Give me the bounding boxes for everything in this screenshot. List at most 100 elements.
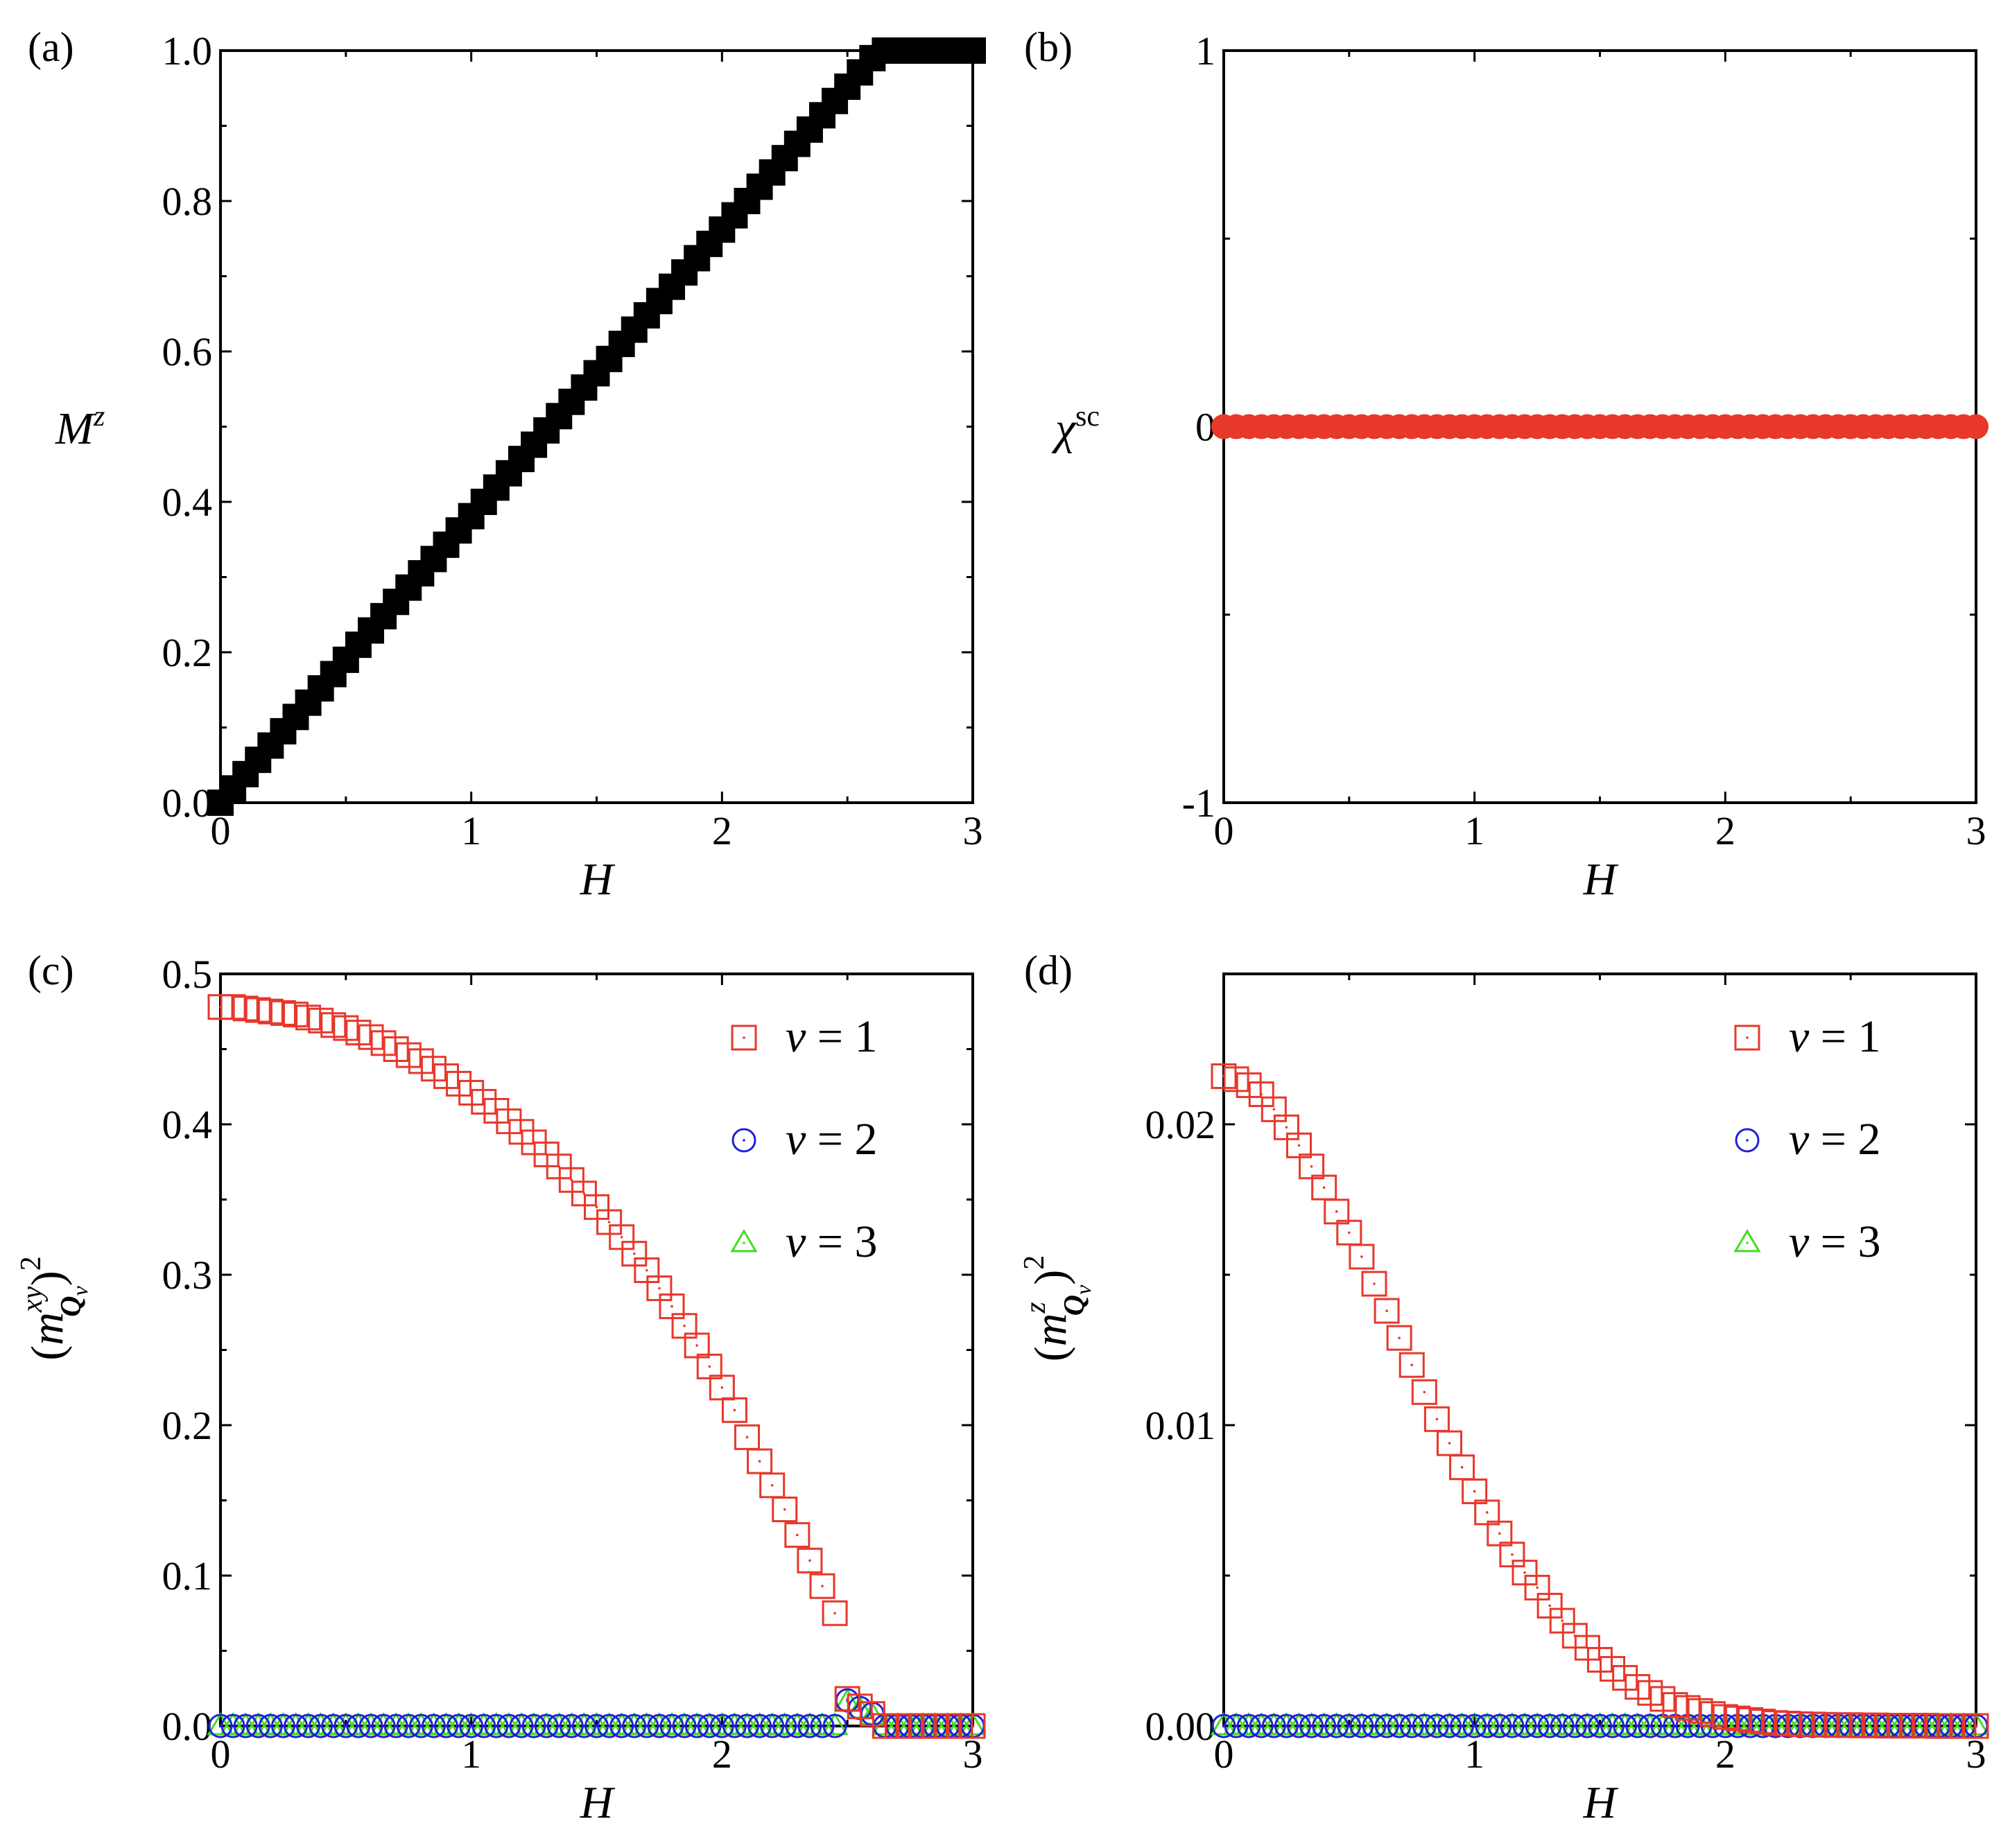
marker-dot [1398, 1336, 1401, 1339]
x-tick-label: 1 [1464, 1732, 1484, 1777]
y-axis-label-main: χ [1051, 403, 1077, 454]
y-axis-label-power: 2 [15, 1256, 47, 1271]
marker-outline [821, 1712, 849, 1736]
y-tick-label: 0.4 [162, 480, 213, 525]
marker-outline [321, 1714, 346, 1738]
y-tick-label: 0.01 [1145, 1403, 1216, 1448]
x-axis-label: H [580, 854, 616, 905]
marker-dot [582, 1192, 586, 1195]
y-tick-label: 1.0 [162, 28, 213, 73]
marker-dot [971, 1725, 974, 1727]
marker-dot [796, 1533, 799, 1537]
marker-dot [557, 1165, 561, 1168]
marker-dot [1460, 1465, 1464, 1469]
marker-dot [1348, 1231, 1351, 1235]
marker-outline [1600, 1714, 1625, 1738]
marker-outline [809, 1573, 835, 1599]
marker-outline [731, 1025, 757, 1051]
plot-frame [219, 973, 974, 1727]
marker-outline [731, 1128, 756, 1153]
y-axis-label-main: m [1025, 1314, 1076, 1347]
data-point [1386, 1325, 1412, 1351]
marker-dot [1385, 1309, 1388, 1312]
legend-symbol: ν [1789, 1011, 1810, 1062]
marker-outline [1386, 1325, 1412, 1351]
y-axis-label-sub: Q [1059, 1295, 1091, 1316]
legend-symbol: ν [1789, 1217, 1810, 1267]
marker-dot [1360, 1255, 1363, 1258]
marker-outline [447, 1714, 471, 1738]
legend-value: = 1 [1809, 1011, 1880, 1062]
y-axis-label-main: m [22, 1312, 73, 1345]
marker-outline [1588, 1714, 1612, 1738]
data-point [734, 1424, 760, 1450]
panel-label: (d) [1024, 948, 1073, 993]
marker-outline [1399, 1714, 1424, 1738]
marker-dot [646, 1269, 648, 1272]
data-point [822, 1600, 848, 1626]
marker-dot [733, 1409, 736, 1412]
marker-outline [421, 1714, 446, 1738]
legend-marker [1735, 1128, 1760, 1153]
plot-frame [1222, 973, 1977, 1727]
marker-outline [383, 1714, 408, 1738]
marker-outline [1512, 1714, 1537, 1738]
data-point [772, 1497, 798, 1523]
y-tick-label: 0.2 [162, 630, 213, 675]
x-axis-label: H [1583, 1777, 1619, 1828]
marker-outline [1562, 1714, 1587, 1738]
marker-outline [1224, 1714, 1249, 1738]
marker-dot [1285, 1126, 1288, 1129]
y-axis-label-sub: Q [55, 1296, 87, 1316]
data-point [747, 1448, 773, 1474]
marker-outline [509, 1714, 534, 1738]
legend: ν = 1ν = 2ν = 3 [730, 1011, 878, 1267]
y-axis-label-sup: xy [17, 1286, 49, 1313]
series-1 [1211, 1063, 1989, 1739]
marker-outline [684, 1714, 709, 1738]
marker-dot [1423, 1391, 1426, 1394]
data-point [1437, 1430, 1462, 1456]
marker-outline [1613, 1714, 1638, 1738]
x-tick-label: 0 [1214, 808, 1234, 853]
data-point [1963, 1713, 1989, 1739]
marker-outline [730, 1229, 758, 1253]
y-axis-label-rparen: ) [22, 1271, 73, 1286]
marker-outline [721, 1397, 747, 1423]
x-tick-label: 3 [1966, 808, 1986, 853]
y-axis-label-lparen: ( [1025, 1346, 1076, 1361]
marker-outline [1387, 1714, 1412, 1738]
marker-outline [270, 1714, 295, 1738]
x-tick-label: 3 [1966, 1732, 1986, 1777]
marker-dot [1410, 1363, 1414, 1366]
marker-outline [258, 1714, 283, 1738]
x-tick-label: 0 [1214, 1732, 1234, 1777]
marker-outline [735, 1714, 759, 1738]
data-point [1349, 1244, 1375, 1270]
marker-outline [1274, 1714, 1299, 1738]
marker-outline [1500, 1714, 1525, 1738]
marker-outline [358, 1714, 383, 1738]
marker-outline [785, 1714, 810, 1738]
y-axis-label-sup: z [93, 401, 105, 433]
marker-dot [632, 1252, 636, 1255]
marker-dot [1498, 1532, 1501, 1535]
y-axis-label: χsc [1051, 401, 1100, 454]
marker-outline [296, 1714, 321, 1738]
y-tick-label: 0.2 [162, 1403, 213, 1448]
marker-dot [695, 1344, 698, 1347]
y-tick-label: 0.5 [162, 952, 213, 997]
y-tick-label: 0.6 [162, 329, 213, 374]
data-point [1964, 414, 1989, 439]
marker-outline [396, 1714, 421, 1738]
marker-dot [821, 1585, 824, 1587]
marker-outline [1450, 1714, 1475, 1738]
marker-outline [672, 1714, 697, 1738]
legend-label: ν = 3 [1789, 1217, 1881, 1267]
marker-outline [1625, 1714, 1650, 1738]
marker-outline [772, 1497, 798, 1523]
marker-outline [1249, 1714, 1274, 1738]
legend-label: ν = 2 [1789, 1114, 1881, 1165]
marker-dot [743, 1241, 745, 1244]
